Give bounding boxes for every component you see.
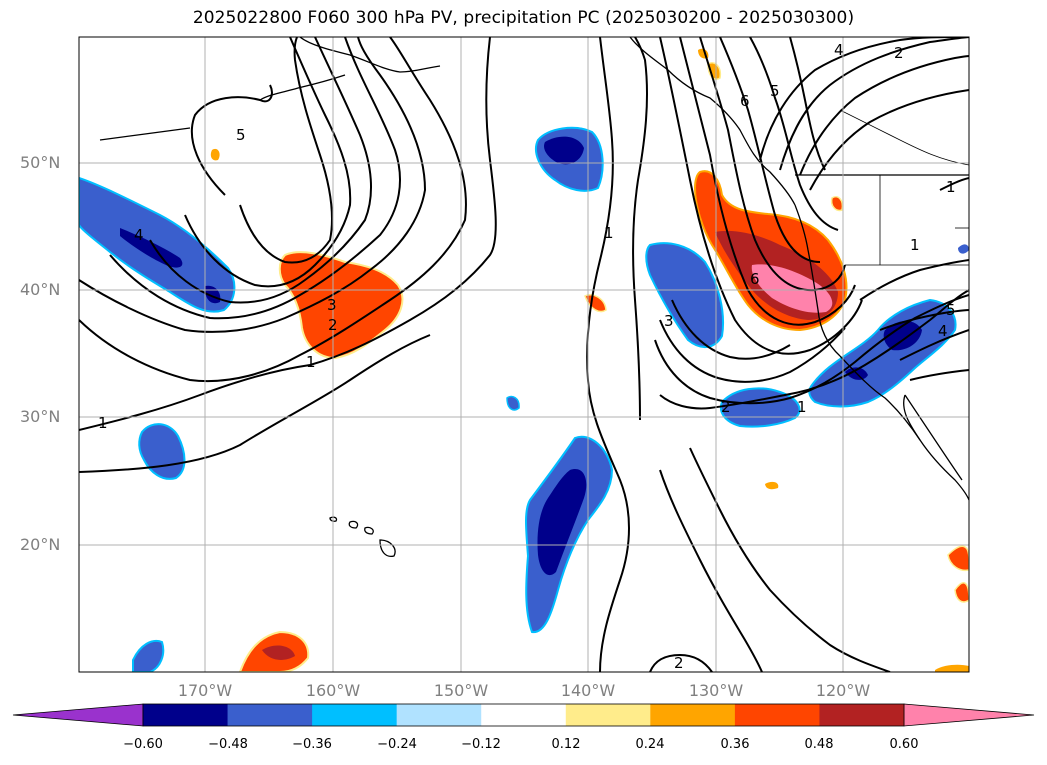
contour-labels: 1 1 1 1 1 1 2 2 2 2 3 3 4 4 4 5 5 5 6 6 <box>98 41 956 672</box>
contour-label: 5 <box>236 126 246 144</box>
longitude-label-160w: 160°W <box>305 681 361 700</box>
colorbar-swatch <box>227 704 313 726</box>
latitude-label-30n: 30°N <box>20 407 61 426</box>
colorbar-tick-label: 0.60 <box>889 737 919 752</box>
colorbar-tick-label: 0.24 <box>635 737 665 752</box>
contour-label: 4 <box>834 41 844 59</box>
colorbar-tick-label: −0.60 <box>123 737 163 752</box>
contour-label: 2 <box>721 398 731 416</box>
negative-region-northwest-core <box>120 228 183 268</box>
contour-label: 1 <box>98 414 108 432</box>
latitude-label-20n: 20°N <box>20 535 61 554</box>
contour-label: 5 <box>770 82 780 100</box>
contour-label: 3 <box>327 296 337 314</box>
contour-label: 5 <box>946 301 956 319</box>
contour-label: 4 <box>938 322 948 340</box>
colorbar-swatch <box>312 704 398 726</box>
positive-region-central-pacific <box>278 251 404 360</box>
longitude-label-120w: 120°W <box>815 681 871 700</box>
colorbar-swatch <box>819 704 905 726</box>
longitude-label-130w: 130°W <box>688 681 744 700</box>
colorbar-tick-label: −0.36 <box>292 737 332 752</box>
map-background <box>79 37 969 672</box>
colorbar <box>12 703 1035 727</box>
latitude-label-40n: 40°N <box>20 280 61 299</box>
contour-label: 2 <box>328 316 338 334</box>
pv-contours <box>79 37 969 672</box>
colorbar-extend-low <box>12 703 144 727</box>
colorbar-frame <box>142 703 905 727</box>
colorbar-swatch <box>396 704 482 726</box>
contour-label: 1 <box>797 398 807 416</box>
contour-label: 3 <box>664 312 674 330</box>
colorbar-swatch <box>565 704 651 726</box>
map-title: 2025022800 F060 300 hPa PV, precipitatio… <box>192 8 855 28</box>
latitude-label-50n: 50°N <box>20 153 61 172</box>
contour-label: 2 <box>894 44 904 62</box>
colorbar-swatch <box>481 704 567 726</box>
contour-label: 1 <box>946 178 956 196</box>
longitude-label-140w: 140°W <box>560 681 616 700</box>
colorbar-tick-label: −0.24 <box>377 737 417 752</box>
colorbar-tick-label: −0.48 <box>208 737 248 752</box>
colorbar-swatch <box>650 704 736 726</box>
longitude-label-170w: 170°W <box>177 681 233 700</box>
colorbar-swatch <box>734 704 820 726</box>
colorbar-swatch <box>143 704 229 726</box>
contour-label: 1 <box>910 236 920 254</box>
contour-label: 1 <box>604 224 614 242</box>
positive-region-max-center <box>751 264 833 313</box>
contour-label: 2 <box>674 654 684 672</box>
pv-contour-1-west <box>79 37 497 431</box>
map-gridlines <box>79 37 969 672</box>
contour-label: 6 <box>750 270 760 288</box>
colorbar-tick-label: 0.36 <box>720 737 750 752</box>
map-frame <box>78 36 970 673</box>
contour-label: 4 <box>134 226 144 244</box>
colorbar-tick-label: 0.48 <box>804 737 834 752</box>
colorbar-tick-label: −0.12 <box>461 737 501 752</box>
colorbar-extend-high <box>903 703 1035 727</box>
longitude-label-150w: 150°W <box>433 681 489 700</box>
coastlines <box>99 37 969 558</box>
colorbar-tick-label: 0.12 <box>551 737 581 752</box>
contour-label: 1 <box>306 353 316 371</box>
contour-label: 6 <box>740 92 750 110</box>
